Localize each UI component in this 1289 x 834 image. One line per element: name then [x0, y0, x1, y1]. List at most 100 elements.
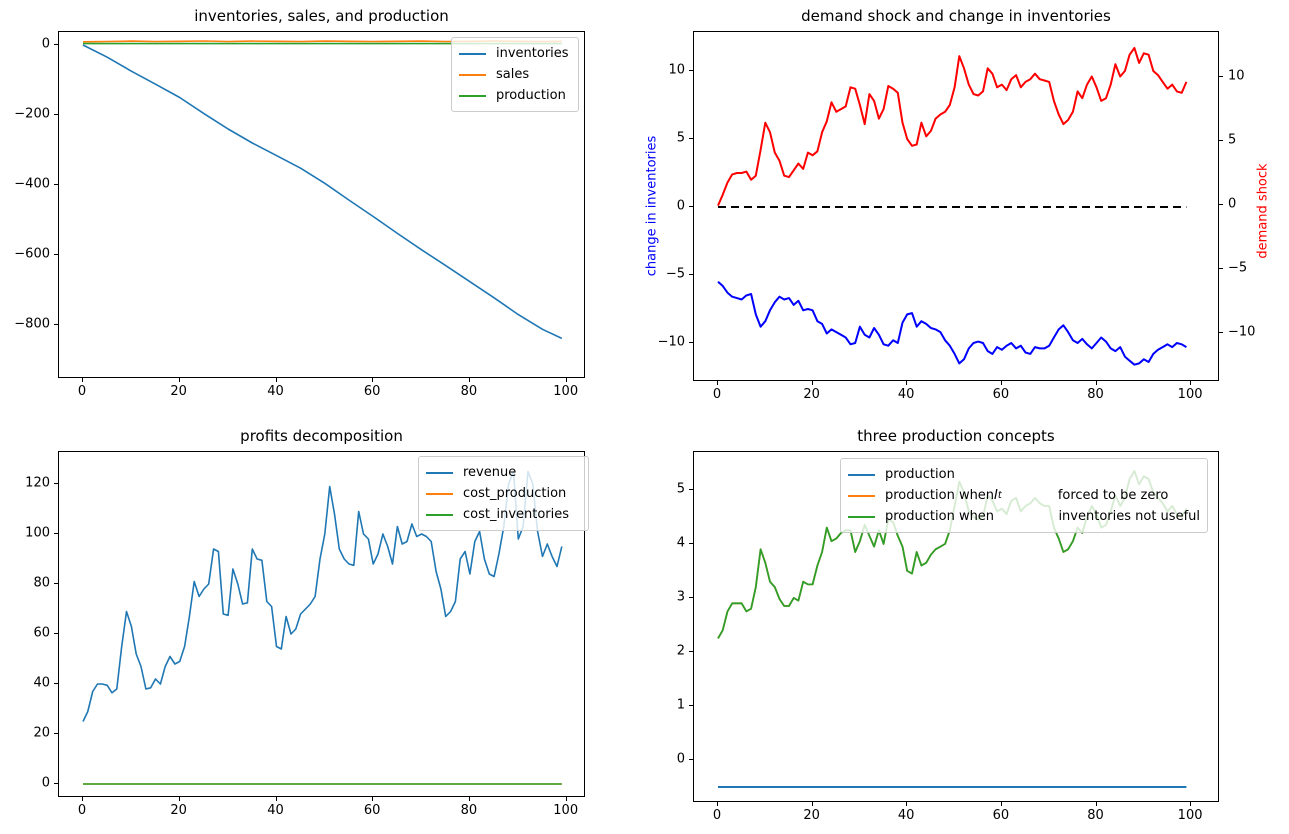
axes-2: [58, 451, 585, 797]
x-tick-mark: [1095, 381, 1097, 385]
legend-label: revenue: [463, 465, 517, 480]
legend-label: inventories not useful: [1058, 509, 1200, 524]
y-tick-label: 0: [41, 775, 50, 791]
legend-line-swatch: [426, 513, 453, 516]
x-tick-mark: [178, 378, 180, 382]
legend-label: inventories: [496, 46, 569, 61]
y-tick-label: 100: [25, 525, 50, 541]
legend-line-swatch: [459, 52, 486, 55]
y-tick-label: −600: [14, 246, 50, 262]
legend-line-swatch: [848, 473, 875, 476]
legend-line-swatch: [426, 471, 453, 474]
x-tick-mark: [82, 797, 83, 801]
x-tick-label: 100: [1177, 808, 1203, 823]
axes-1: [693, 31, 1219, 381]
x-tick-label: 0: [77, 384, 87, 399]
x-tick-label: 0: [712, 808, 722, 823]
x-tick-label: 60: [992, 387, 1010, 402]
legend-text-gap: [994, 516, 1058, 517]
x-tick-label: 100: [553, 803, 579, 818]
x-tick-mark: [1190, 802, 1192, 806]
y-tick-label: 0: [676, 751, 685, 767]
x-tick-label: 80: [1087, 387, 1104, 402]
x-tick-mark: [275, 378, 277, 382]
right-y-tick-label: −10: [1228, 324, 1256, 340]
legend-item: sales: [459, 64, 571, 85]
y-tick-label: 10: [668, 62, 685, 78]
legend-label: production when: [885, 509, 995, 524]
legend-label: production: [496, 88, 566, 103]
y-tick-label: 80: [33, 575, 50, 591]
y-tick-label: 1: [676, 697, 685, 713]
right-y-tick-mark: [1219, 140, 1223, 141]
y-tick-label: −10: [657, 334, 685, 350]
legend-2: revenue cost_production cost_inventories: [418, 456, 589, 531]
y-tick-label: 120: [25, 475, 50, 491]
y-tick-mark: [54, 324, 58, 326]
x-tick-label: 20: [803, 808, 820, 823]
inventories-line: [82, 44, 563, 340]
x-tick-label: 100: [553, 384, 579, 399]
y-tick-mark: [689, 206, 693, 207]
title-three-production-concepts: three production concepts: [857, 427, 1055, 445]
y-tick-mark: [54, 633, 58, 634]
right-y-tick-label: 0: [1228, 196, 1237, 212]
revenue-line: [82, 470, 563, 722]
legend-item: cost_production: [426, 483, 581, 504]
x-tick-label: 40: [897, 387, 915, 402]
title-profits-decomposition: profits decomposition: [240, 427, 403, 445]
x-tick-label: 80: [460, 384, 478, 399]
x-tick-mark: [1190, 381, 1192, 385]
x-tick-label: 100: [1177, 387, 1203, 402]
y-tick-mark: [689, 705, 693, 706]
plot-area-2: [82, 470, 563, 785]
x-tick-mark: [468, 797, 470, 801]
x-tick-label: 40: [267, 384, 284, 399]
y-tick-mark: [689, 596, 693, 598]
x-tick-label: 60: [363, 384, 381, 399]
right-y-tick-label: 10: [1228, 68, 1245, 84]
right-y-tick-mark: [1219, 268, 1223, 269]
legend-label: production: [885, 467, 955, 482]
x-tick-label: 0: [77, 803, 87, 818]
y-tick-label: 40: [33, 675, 50, 691]
x-tick-label: 20: [170, 803, 187, 818]
x-tick-mark: [1000, 802, 1002, 806]
legend-line-swatch: [848, 494, 875, 497]
y-tick-label: 5: [676, 481, 685, 497]
change_in_inventories-line: [717, 281, 1187, 366]
x-tick-label: 80: [1087, 808, 1104, 823]
legend-item: inventories: [459, 43, 571, 64]
y-tick-mark: [54, 533, 58, 534]
y-tick-mark: [54, 683, 58, 684]
y-tick-mark: [54, 114, 58, 115]
legend-item: revenue: [426, 462, 581, 483]
legend-line-swatch: [459, 73, 486, 76]
y-tick-mark: [54, 483, 58, 484]
y-tick-label: −5: [665, 266, 685, 282]
plot-area-1: [717, 46, 1188, 366]
legend-label: forced to be zero: [1057, 488, 1169, 503]
ylabel-demand-shock: demand shock: [1255, 163, 1271, 259]
legend-line-swatch: [426, 492, 453, 495]
y-tick-mark: [689, 542, 693, 544]
y-tick-mark: [689, 488, 693, 490]
title-inventories-sales-production: inventories, sales, and production: [194, 7, 449, 25]
y-tick-mark: [689, 650, 693, 652]
y-tick-label: −800: [14, 316, 50, 332]
y-tick-mark: [689, 70, 693, 71]
x-tick-mark: [565, 797, 567, 801]
title-demand-shock-change-inventories: demand shock and change in inventories: [801, 7, 1111, 25]
right-y-tick-mark: [1219, 76, 1223, 77]
y-tick-label: 5: [676, 130, 685, 146]
x-tick-label: 0: [712, 387, 722, 402]
y-tick-mark: [689, 138, 693, 139]
y-tick-mark: [54, 44, 58, 45]
y-tick-mark: [54, 583, 58, 584]
x-tick-mark: [906, 381, 908, 385]
legend-line-swatch: [848, 515, 875, 518]
legend-label: cost_inventories: [463, 507, 570, 522]
right-y-tick-label: 5: [1228, 132, 1237, 148]
